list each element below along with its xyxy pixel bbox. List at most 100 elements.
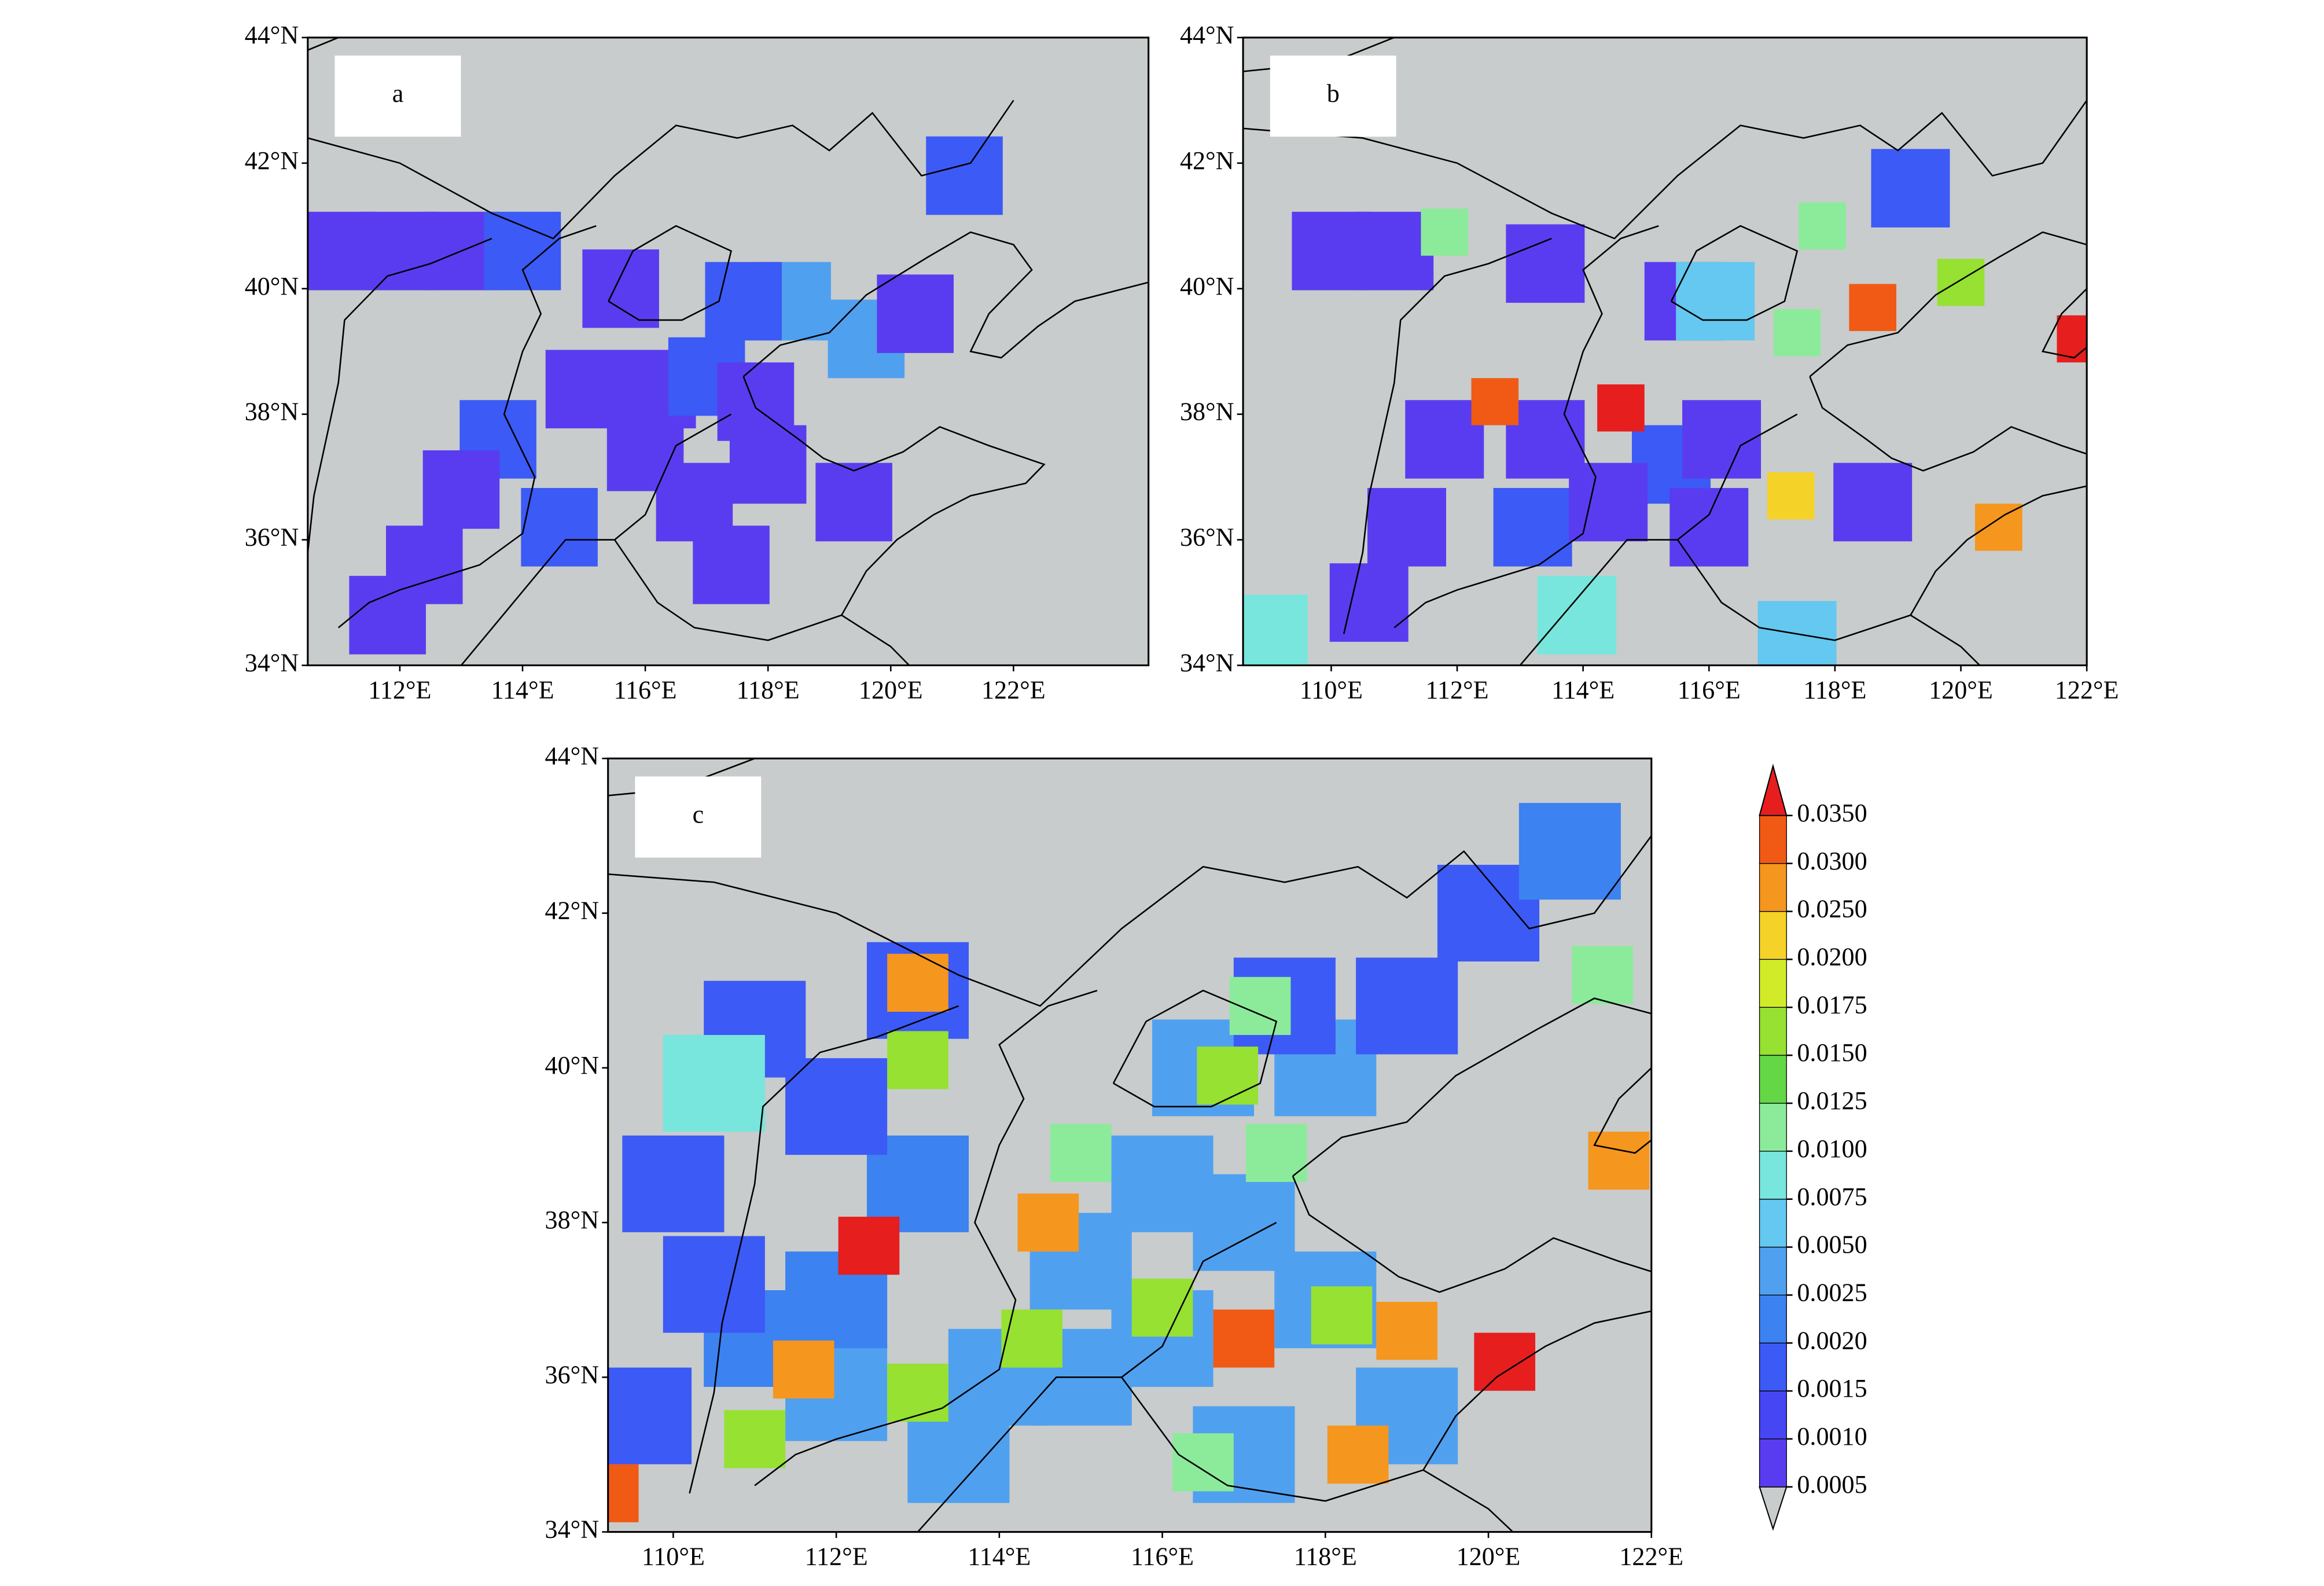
colorbar-tick-label: 0.0150 (1797, 1038, 1867, 1067)
boundary-line (1292, 1176, 1652, 1532)
grid-cell (1682, 400, 1762, 479)
y-tick-label: 34°N (245, 649, 299, 677)
grid-cell (773, 1340, 834, 1399)
colorbar-tick-label: 0.0005 (1797, 1470, 1867, 1499)
map-panel (608, 758, 1652, 1532)
boundary-line (337, 225, 597, 629)
grid-cell (1871, 149, 1950, 227)
colorbar-low-extend (1759, 1486, 1788, 1531)
y-tick-label: 44°N (1180, 21, 1234, 49)
boundary-line (1809, 376, 2087, 666)
colorbar-tick-label: 0.0010 (1797, 1422, 1867, 1451)
boundary-line (917, 1376, 1424, 1532)
x-tick-label: 114°E (491, 675, 554, 704)
grid-cell (1001, 1309, 1063, 1368)
grid-cell (1493, 488, 1572, 567)
boundary-line (1243, 100, 2087, 240)
x-tick-label: 120°E (859, 675, 923, 704)
colorbar-box (1759, 1151, 1787, 1200)
colorbar-tick-label: 0.0125 (1797, 1086, 1867, 1115)
boundary-line (742, 376, 1046, 666)
grid-cell (1311, 1286, 1373, 1345)
x-tick-label: 110°E (642, 1542, 705, 1570)
y-tick-label: 40°N (245, 272, 299, 300)
colorbar-box (1759, 1390, 1787, 1440)
panel-label-box (635, 776, 762, 858)
x-tick-label: 112°E (1425, 675, 1488, 704)
grid-cell (729, 425, 807, 504)
y-tick-label: 42°N (245, 146, 299, 175)
grid-cell (349, 575, 426, 655)
panel-label: b (1327, 79, 1340, 108)
boundary-line (1393, 225, 1659, 629)
grid-cell (1017, 1193, 1079, 1252)
grid-cell (1243, 594, 1308, 666)
panel-label: c (693, 801, 704, 829)
colorbar-box (1759, 1438, 1787, 1488)
grid-cell (1833, 462, 1913, 542)
grid-cell (926, 136, 1003, 215)
x-tick-label: 112°E (805, 1542, 868, 1570)
grid-cell (1518, 803, 1621, 900)
colorbar-box (1759, 1007, 1787, 1056)
grid-cell (521, 488, 598, 567)
grid-cell (582, 249, 659, 328)
grid-cell (1974, 504, 2023, 551)
grid-cell (1421, 208, 1469, 256)
grid-cell (608, 1464, 639, 1522)
boundary-line (608, 225, 732, 321)
grid-cell (1849, 284, 1896, 331)
colorbar-tick-label: 0.0050 (1797, 1231, 1867, 1259)
y-tick-label: 38°N (545, 1206, 600, 1234)
x-tick-label: 110°E (1300, 675, 1363, 704)
colorbar-box (1759, 959, 1787, 1008)
x-tick-label: 116°E (1678, 675, 1741, 704)
map-panel (1243, 37, 2087, 666)
x-tick-label: 116°E (614, 675, 677, 704)
colorbar-box (1759, 815, 1787, 864)
grid-cell (1767, 472, 1815, 520)
x-tick-label: 122°E (2055, 675, 2119, 704)
colorbar-tick-label: 0.0350 (1797, 799, 1867, 827)
grid-cell (1172, 1433, 1234, 1492)
grid-cell (1405, 400, 1484, 479)
colorbar-box (1759, 1342, 1787, 1392)
grid-cell (484, 211, 561, 291)
panel-frame (307, 36, 1150, 667)
colorbar-box (1759, 863, 1787, 912)
grid-cell (1937, 259, 1985, 306)
boundary-line (608, 835, 1652, 1007)
grid-cell (887, 1363, 948, 1422)
y-tick-label: 42°N (1180, 146, 1234, 175)
grid-cell (1355, 211, 1434, 291)
y-tick-label: 36°N (245, 523, 299, 552)
colorbar-box (1759, 1246, 1787, 1296)
panel-label-box (334, 56, 461, 137)
boundary-line (754, 989, 1098, 1486)
grid-cell (608, 1367, 692, 1464)
boundary-line (1343, 237, 1552, 634)
grid-cell (1799, 202, 1846, 249)
x-tick-label: 120°E (1929, 675, 1993, 704)
y-tick-label: 36°N (545, 1360, 600, 1389)
panel-label: a (392, 79, 404, 108)
colorbar-box (1759, 1199, 1787, 1248)
grid-cell (1471, 378, 1519, 425)
y-tick-label: 42°N (545, 897, 600, 925)
x-tick-label: 118°E (1803, 675, 1866, 704)
colorbar-tick-label: 0.0100 (1797, 1135, 1867, 1163)
boundary-line (1670, 225, 1799, 321)
grid-cell (693, 526, 770, 604)
y-tick-label: 38°N (245, 398, 299, 426)
boundary-line (1677, 413, 1798, 541)
grid-cell (422, 450, 500, 529)
grid-cell (1213, 1309, 1275, 1368)
panel-label-box (1270, 56, 1396, 137)
grid-cell (1356, 957, 1458, 1055)
y-tick-label: 38°N (1180, 398, 1234, 426)
grid-cell (1597, 384, 1645, 432)
colorbar-tick-label: 0.0025 (1797, 1278, 1867, 1306)
x-tick-label: 122°E (981, 675, 1046, 704)
